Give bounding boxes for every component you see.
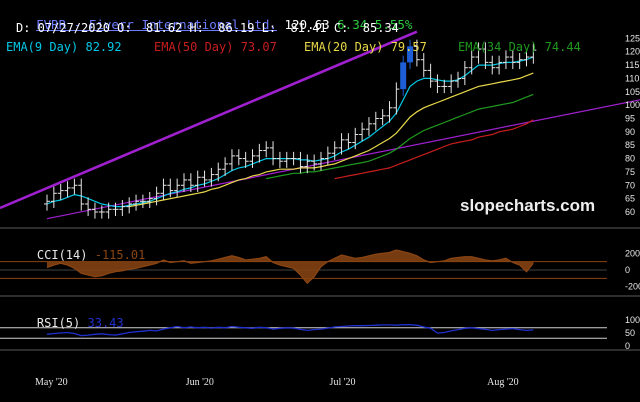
price-y-tick: 95	[625, 113, 635, 123]
cci-value: -115.01	[94, 248, 146, 262]
ema20-label: EMA(20 Day) 79.57	[304, 40, 427, 54]
cci-y-tick: -200	[625, 282, 640, 292]
price-y-tick: 120	[625, 47, 640, 57]
x-axis-tick: May '20	[35, 377, 68, 388]
price-y-tick: 85	[625, 140, 635, 150]
rsi-label: RSI(5) 33.43	[8, 302, 124, 344]
price-y-tick: 70	[625, 180, 635, 190]
cci-y-tick: 0	[625, 265, 630, 275]
cci-y-tick: 200	[625, 248, 640, 258]
ohlc-readout: D: 07/27/2020 O: 81.62 H: 86.19 L: 81.41…	[16, 21, 399, 35]
symbol-name-link[interactable]: FVRR - Fiverr International Ltd.	[36, 17, 277, 32]
cci-label: CCI(14) -115.01	[8, 234, 145, 276]
rsi-name: RSI(5)	[36, 316, 81, 330]
rsi-y-tick: 0	[625, 341, 630, 351]
price-y-tick: 100	[625, 100, 640, 110]
price-y-tick: 115	[625, 60, 639, 70]
last-price: 120.63	[284, 17, 330, 32]
price-y-tick: 65	[625, 194, 635, 204]
price-change-pct: 5.55%	[374, 17, 413, 32]
ema9-label: EMA(9 Day) 82.92	[6, 40, 122, 54]
ema34-line	[266, 93, 534, 180]
x-axis-tick: Jul '20	[330, 377, 356, 388]
cci-name: CCI(14)	[36, 248, 88, 262]
price-y-tick: 80	[625, 154, 635, 164]
price-y-tick: 75	[625, 167, 635, 177]
cci-line	[46, 249, 534, 285]
cci-fill-area	[47, 250, 534, 284]
price-y-tick: 125	[625, 33, 640, 43]
price-y-tick: 60	[625, 207, 635, 217]
price-y-tick: 105	[625, 87, 640, 97]
price-bar-body	[400, 62, 407, 90]
rsi-value: 33.43	[87, 316, 124, 330]
ema20-line	[129, 72, 534, 208]
rsi-line	[46, 324, 534, 337]
x-axis-tick: Aug '20	[487, 377, 519, 388]
price-y-tick: 90	[625, 127, 635, 137]
price-y-tick: 110	[625, 73, 639, 83]
trendline-lower	[46, 99, 640, 220]
price-bar-body	[407, 46, 414, 63]
ema50-label: EMA(50 Day) 73.07	[154, 40, 277, 54]
trendline-upper	[0, 30, 418, 210]
rsi-y-tick: 100	[625, 315, 640, 325]
ema9-line	[46, 56, 534, 208]
ema34-label: EMA(34 Day) 74.44	[458, 40, 581, 54]
rsi-y-tick: 50	[625, 328, 635, 338]
ema50-line	[334, 119, 534, 180]
price-change: 6.34	[337, 17, 368, 32]
watermark: slopecharts.com	[460, 196, 595, 215]
x-axis-tick: Jun '20	[186, 377, 214, 388]
header-title-row: FVRR - Fiverr International Ltd. 120.63 …	[6, 4, 412, 46]
